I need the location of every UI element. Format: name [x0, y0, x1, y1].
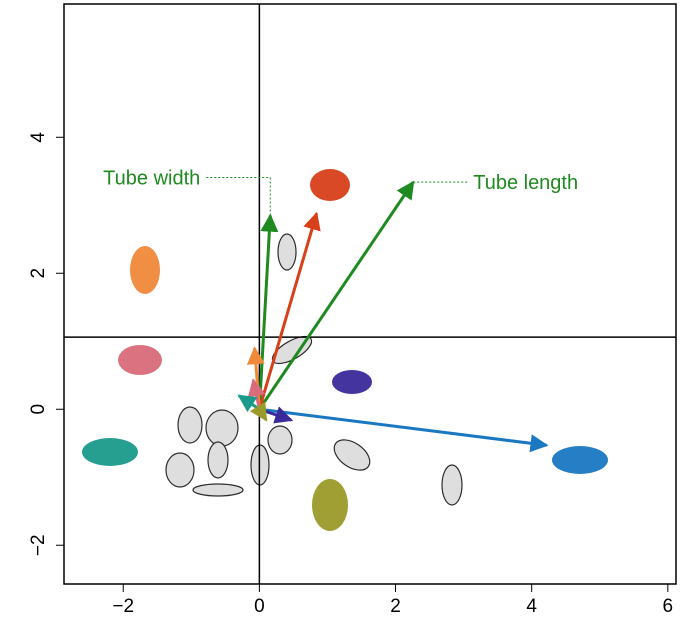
bird-icon [310, 169, 350, 201]
flower-icons [166, 234, 462, 505]
moth-icon [118, 345, 162, 375]
x-tick-label: 4 [526, 596, 537, 617]
chart: −2 0 2 4 6 −2 0 2 4 Tube length Tube width [0, 0, 683, 635]
fly-icon [332, 370, 372, 394]
icons [82, 169, 608, 531]
hoverfly-icon [312, 479, 348, 531]
y-tick-label: 0 [28, 404, 49, 415]
x-tick-label: 6 [663, 596, 674, 617]
x-tick-label: −2 [112, 596, 134, 617]
leader-line [204, 177, 270, 215]
bee-icon [82, 438, 138, 466]
plot-frame [64, 4, 676, 584]
mouse-icon [130, 246, 160, 294]
arrow-label: Tube length [473, 172, 578, 194]
y-tick-label: −2 [28, 534, 49, 556]
x-tick-label: 2 [390, 596, 401, 617]
arrow [259, 409, 546, 445]
y-tick-label: 4 [28, 132, 49, 143]
arrow-label: Tube width [103, 167, 200, 189]
bee-icon [552, 446, 608, 474]
y-tick-label: 2 [28, 268, 49, 279]
x-tick-label: 0 [254, 596, 265, 617]
